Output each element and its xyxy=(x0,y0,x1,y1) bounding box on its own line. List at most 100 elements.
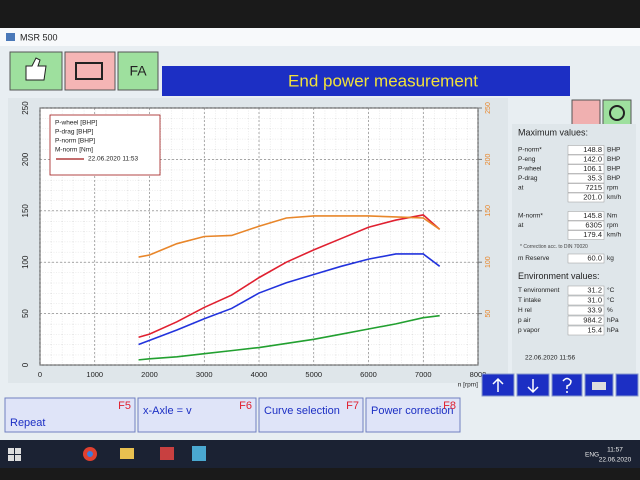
value: 35.3 xyxy=(587,173,602,182)
value-unit: °C xyxy=(607,296,615,304)
function-key-label: x-Axle = v xyxy=(143,405,192,417)
x-tick-label: 8000 xyxy=(470,370,487,379)
function-key-label: Curve selection xyxy=(264,405,340,417)
value: 106.1 xyxy=(583,164,602,173)
mode-label: FA xyxy=(129,63,147,79)
value-box xyxy=(567,230,605,240)
nav-buttons xyxy=(481,373,639,397)
value-box xyxy=(567,285,605,296)
legend-note: 22.06.2020 11:53 xyxy=(88,156,139,163)
value: 145.8 xyxy=(583,211,602,220)
value-box xyxy=(567,253,605,264)
up-icon xyxy=(492,377,504,392)
legend-entry: P-wheel [BHP] xyxy=(55,120,97,127)
x-tick-label: 7000 xyxy=(415,370,432,379)
value-box xyxy=(567,325,605,336)
value-label: p vapor xyxy=(518,327,541,334)
clock-time: 11:57 xyxy=(607,447,623,454)
value-unit: km/h xyxy=(607,194,621,201)
value-label: at xyxy=(518,185,524,192)
series-line xyxy=(138,253,441,346)
legend-entry: P-norm [BHP] xyxy=(55,138,95,145)
function-key[interactable] xyxy=(4,397,136,433)
engine-icon xyxy=(75,62,103,80)
value-box xyxy=(567,192,605,203)
x-tick-label: 3000 xyxy=(196,370,213,379)
start-button[interactable] xyxy=(8,448,21,461)
value: 148.8 xyxy=(583,145,602,154)
value: 31.2 xyxy=(587,285,602,294)
value-unit: BHP xyxy=(607,166,620,173)
value: 60.0 xyxy=(587,253,602,262)
value-unit: hPa xyxy=(607,327,619,334)
panel-title: Environment values: xyxy=(518,271,600,281)
print-icon xyxy=(592,382,606,390)
value-unit: kg xyxy=(607,255,614,262)
help-button[interactable] xyxy=(551,373,583,397)
chart: 0 50 100 150 200 250 50 100 150 200 250 0 1000 2000 30… xyxy=(21,101,492,389)
y-tick-label: 150 xyxy=(21,204,30,218)
value-label: at xyxy=(518,222,524,229)
value: 15.4 xyxy=(587,325,602,334)
msr-taskbar-icon[interactable] xyxy=(192,446,206,461)
function-keys: Repeat F5 x-Axle = v F6 Curve selection F7 Pow… xyxy=(4,397,461,433)
value-box xyxy=(567,164,605,174)
value-label: P-norm* xyxy=(518,147,542,154)
app-icon xyxy=(6,33,15,41)
value: 984.2 xyxy=(583,315,602,324)
engine-button[interactable] xyxy=(64,51,116,91)
value-unit: rpm xyxy=(607,222,618,229)
brake-icon xyxy=(609,105,625,121)
value-box xyxy=(567,305,605,316)
window-title: MSR 500 xyxy=(20,32,58,42)
function-key-code: F8 xyxy=(443,400,456,412)
y-tick-label: 200 xyxy=(21,152,30,166)
value: 31.0 xyxy=(587,295,602,304)
exit-button[interactable] xyxy=(615,373,639,397)
values: Maximum values: P-norm* 148.8 BHP P-eng 142.0… xyxy=(518,127,621,361)
function-key[interactable] xyxy=(137,397,257,433)
value-box xyxy=(567,154,605,165)
header-bar xyxy=(162,66,570,96)
panel-title: Maximum values: xyxy=(518,127,588,137)
legend-box xyxy=(49,114,161,176)
mode-button[interactable] xyxy=(117,51,159,91)
value-label: T intake xyxy=(518,297,541,304)
function-key[interactable] xyxy=(258,397,364,433)
value-label: P-drag xyxy=(518,175,538,182)
app-taskbar-icon[interactable] xyxy=(160,447,174,460)
value: 6305 xyxy=(585,220,602,229)
value-box xyxy=(567,183,605,193)
legend-entry: M-norm [Nm] xyxy=(55,147,93,154)
brake-button[interactable] xyxy=(602,99,632,127)
value-label: p air xyxy=(518,317,531,324)
series-line xyxy=(138,215,441,258)
y2-tick-label: 100 xyxy=(485,256,492,268)
function-key-code: F6 xyxy=(239,400,252,412)
function-key[interactable] xyxy=(365,397,461,433)
down-icon xyxy=(527,379,539,394)
language: ENG xyxy=(585,452,599,459)
value-label: H rel xyxy=(518,307,532,314)
value-label: m Reserve xyxy=(518,255,550,262)
panel-note: * Correction acc. to DIN 70020 xyxy=(520,244,588,250)
value-label: T environment xyxy=(518,287,560,294)
value-box xyxy=(567,145,605,155)
car-button[interactable] xyxy=(571,99,601,127)
explorer-icon[interactable] xyxy=(120,448,134,459)
thumb-icon xyxy=(25,57,47,81)
function-key-label: Repeat xyxy=(10,417,45,429)
legend-entry: P-drag [BHP] xyxy=(55,129,93,136)
y-tick-label: 250 xyxy=(21,101,30,115)
x-tick-label: 4000 xyxy=(251,370,268,379)
y2-tick-label: 150 xyxy=(485,205,492,217)
x-tick-label: 2000 xyxy=(141,370,158,379)
x-axis-label: n [rpm] xyxy=(458,382,478,389)
value-unit: hPa xyxy=(607,317,619,324)
browser-icon-center xyxy=(87,451,93,457)
y2-tick-label: 200 xyxy=(485,153,492,165)
taskbar xyxy=(0,440,640,468)
value-label: M-norm* xyxy=(518,213,543,220)
value-unit: km/h xyxy=(607,232,621,239)
